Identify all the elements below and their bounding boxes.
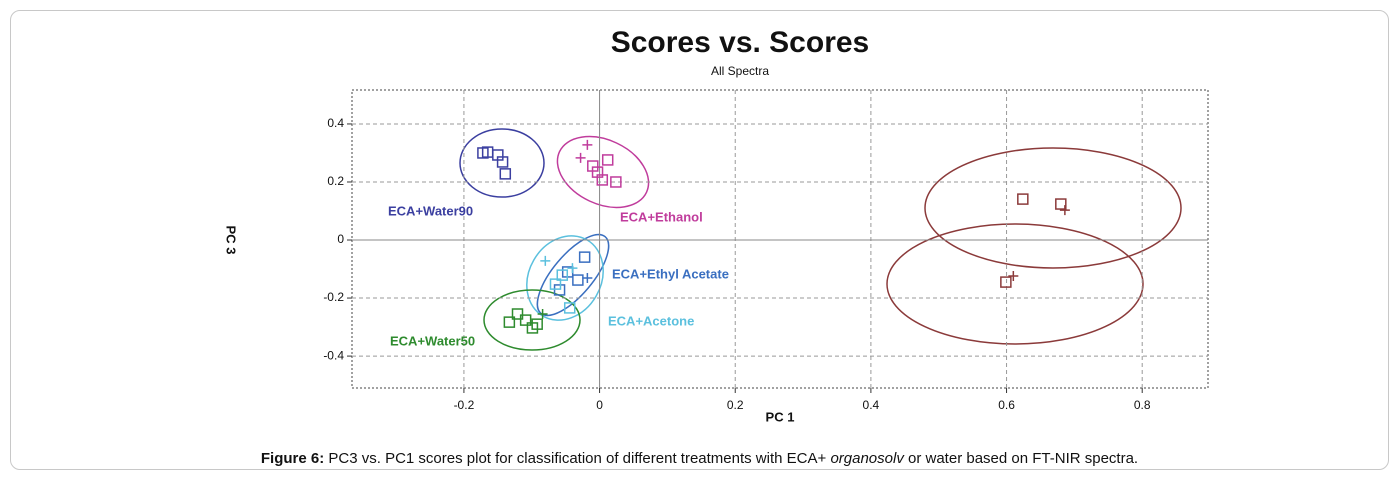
point-plus — [575, 152, 586, 163]
series-label: ECA+Acetone — [608, 313, 694, 328]
series-label: ECA+Ethyl Acetate — [612, 266, 729, 281]
caption-label: Figure 6: — [260, 450, 325, 467]
y-axis-label: PC 3 — [224, 226, 239, 255]
point-square — [553, 284, 566, 296]
ellipse — [459, 128, 545, 198]
point-square — [556, 269, 569, 281]
point-square — [526, 322, 539, 334]
point-square — [511, 308, 524, 320]
point-square — [496, 156, 509, 168]
point-square — [1055, 198, 1067, 210]
point-square — [1000, 276, 1012, 288]
point-square — [563, 302, 576, 314]
x-tick-label: 0.8 — [1134, 398, 1151, 412]
point-square — [601, 154, 614, 166]
point-square — [1017, 193, 1029, 205]
point-plus — [567, 263, 578, 274]
x-tick-label: 0.4 — [863, 398, 880, 412]
chart-title: Scores vs. Scores — [611, 26, 870, 59]
caption-text: or water based on FT-NIR spectra. — [908, 450, 1139, 467]
point-plus — [582, 139, 593, 150]
y-tick-label: -0.4 — [323, 348, 344, 362]
point-square — [503, 316, 516, 328]
chart: Scores vs. Scores All Spectra PC 1 PC 3 … — [224, 26, 1209, 424]
plot-frame — [351, 89, 1209, 389]
y-tick-label: -0.2 — [323, 290, 344, 304]
ellipse — [886, 223, 1144, 345]
ellipse — [556, 135, 650, 209]
x-tick-label: 0.2 — [727, 398, 744, 412]
point-square — [572, 274, 584, 286]
x-tick-label: -0.2 — [454, 398, 475, 412]
x-tick-label: 0.6 — [998, 398, 1015, 412]
figure-frame — [10, 10, 1389, 470]
caption-text: PC3 vs. PC1 scores plot for classificati… — [328, 450, 827, 467]
y-tick-label: 0.4 — [327, 116, 344, 130]
caption-italic: organosolv — [830, 450, 904, 467]
y-tick-label: 0 — [337, 232, 344, 246]
point-square — [549, 278, 562, 290]
caption: Figure 6: PC3 vs. PC1 scores plot for cl… — [0, 450, 1399, 467]
series-label: ECA+Ethanol — [620, 209, 703, 224]
point-square — [477, 147, 489, 159]
ellipses — [459, 128, 1182, 351]
point-plus — [1059, 205, 1070, 216]
series-label: ECA+Water90 — [388, 203, 473, 218]
point-square — [610, 176, 622, 188]
point-plus — [537, 309, 548, 320]
point-square — [591, 166, 604, 178]
chart-subtitle: All Spectra — [711, 64, 769, 78]
point-square — [499, 168, 512, 180]
ellipse — [924, 147, 1182, 269]
point-square — [578, 251, 591, 263]
point-plus — [1008, 270, 1019, 281]
x-tick-label: 0 — [596, 398, 603, 412]
y-tick-label: 0.2 — [327, 174, 344, 188]
ellipse — [526, 235, 604, 321]
x-axis-label: PC 1 — [766, 409, 795, 424]
point-plus — [582, 273, 593, 284]
series-label: ECA+Water50 — [390, 333, 475, 348]
point-plus — [540, 255, 551, 266]
ellipse — [483, 289, 581, 351]
point-square — [519, 314, 532, 326]
